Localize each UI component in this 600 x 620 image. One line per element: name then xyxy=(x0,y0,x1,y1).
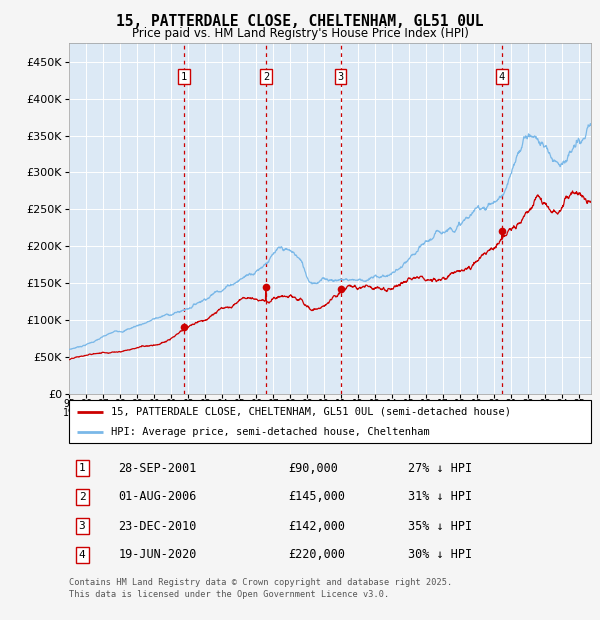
Text: £145,000: £145,000 xyxy=(288,490,345,503)
Text: 2: 2 xyxy=(79,492,85,502)
Text: 1: 1 xyxy=(181,72,187,82)
Text: 3: 3 xyxy=(79,521,85,531)
Text: 4: 4 xyxy=(499,72,505,82)
Text: 2: 2 xyxy=(263,72,269,82)
Text: 3: 3 xyxy=(338,72,344,82)
Text: 01-AUG-2006: 01-AUG-2006 xyxy=(119,490,197,503)
Text: 30% ↓ HPI: 30% ↓ HPI xyxy=(409,549,472,561)
Text: £90,000: £90,000 xyxy=(288,462,338,474)
Text: 19-JUN-2020: 19-JUN-2020 xyxy=(119,549,197,561)
Text: Contains HM Land Registry data © Crown copyright and database right 2025.
This d: Contains HM Land Registry data © Crown c… xyxy=(69,578,452,600)
Text: 23-DEC-2010: 23-DEC-2010 xyxy=(119,520,197,533)
Text: 31% ↓ HPI: 31% ↓ HPI xyxy=(409,490,472,503)
Text: 4: 4 xyxy=(79,550,85,560)
Text: 15, PATTERDALE CLOSE, CHELTENHAM, GL51 0UL: 15, PATTERDALE CLOSE, CHELTENHAM, GL51 0… xyxy=(116,14,484,29)
Text: 1: 1 xyxy=(79,463,85,473)
Text: £220,000: £220,000 xyxy=(288,549,345,561)
Text: Price paid vs. HM Land Registry's House Price Index (HPI): Price paid vs. HM Land Registry's House … xyxy=(131,27,469,40)
Text: HPI: Average price, semi-detached house, Cheltenham: HPI: Average price, semi-detached house,… xyxy=(111,427,430,436)
Text: 15, PATTERDALE CLOSE, CHELTENHAM, GL51 0UL (semi-detached house): 15, PATTERDALE CLOSE, CHELTENHAM, GL51 0… xyxy=(111,407,511,417)
Text: 28-SEP-2001: 28-SEP-2001 xyxy=(119,462,197,474)
Text: 35% ↓ HPI: 35% ↓ HPI xyxy=(409,520,472,533)
Text: 27% ↓ HPI: 27% ↓ HPI xyxy=(409,462,472,474)
Text: £142,000: £142,000 xyxy=(288,520,345,533)
